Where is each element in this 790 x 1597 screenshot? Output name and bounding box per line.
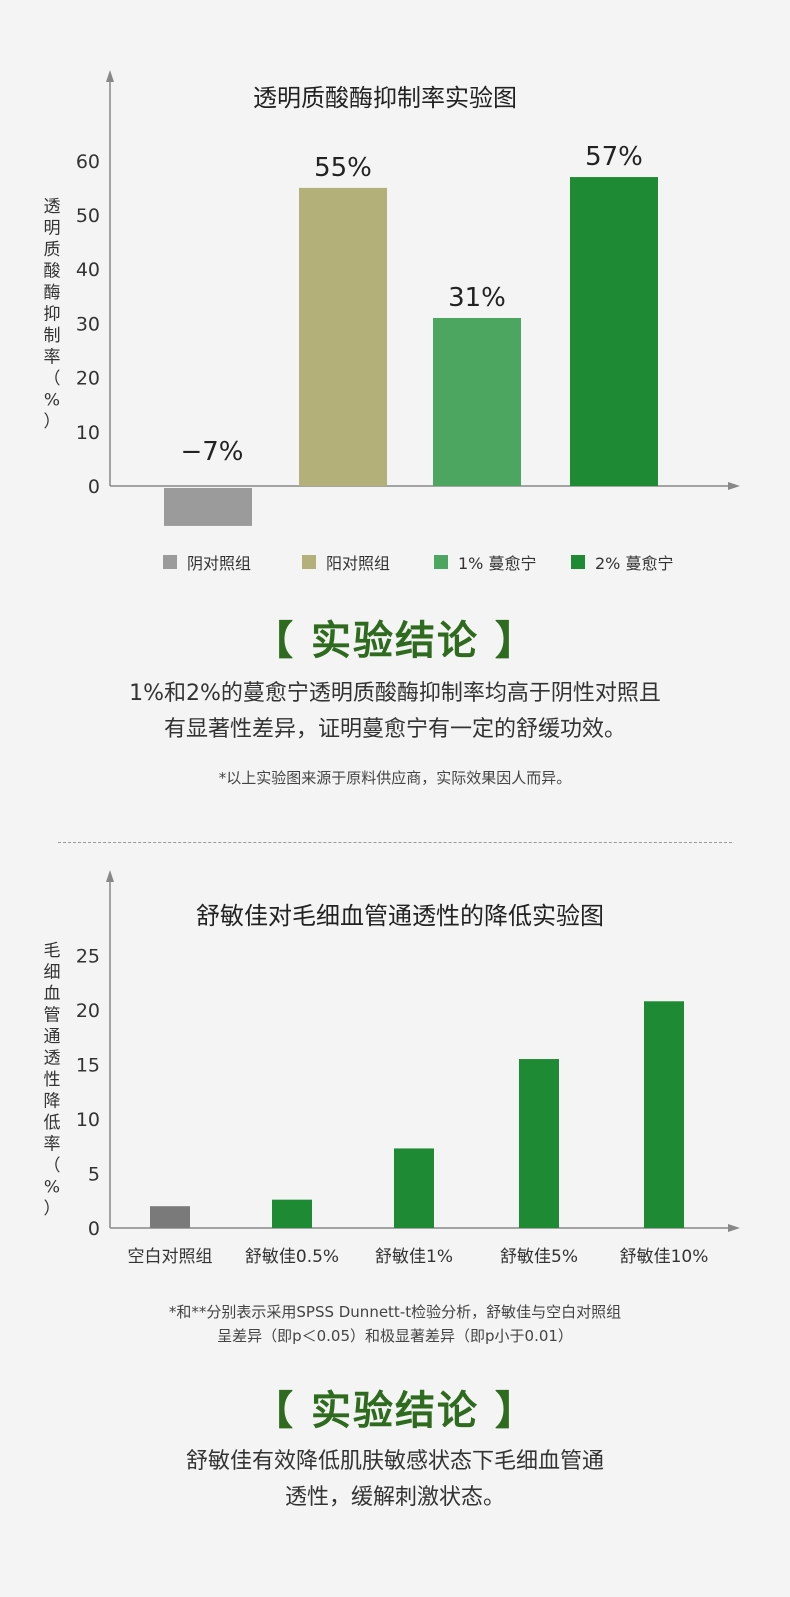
conclusion-line: 舒敏佳有效降低肌肤敏感状态下毛细血管通 [185,1449,604,1474]
y-label-char: 血 [44,984,61,1004]
legend-swatch [571,555,585,569]
legend-item-high-dose: 2% 蔓愈宁 [571,550,673,574]
y-tick-label: 40 [76,259,100,281]
x-tick-label: 舒敏佳10% [620,1247,709,1267]
y-label-char: （ [44,1156,61,1176]
source-note: *以上实验图来源于原料供应商，实际效果因人而异。 [218,769,572,787]
y-tick-label: 25 [76,946,100,968]
x-axis-arrow [728,1224,740,1232]
x-tick-label: 舒敏佳1% [375,1247,453,1267]
bar [570,177,658,486]
legend-label: 阳对照组 [326,554,391,573]
conclusion-line: 透性，缓解刺激状态。 [284,1485,505,1510]
stats-note: *和**分别表示采用SPSS Dunnett-t检验分析，舒敏佳与空白对照组 [168,1303,622,1321]
legend-label: 1% 蔓愈宁 [458,554,537,573]
y-label-char: 性 [44,1070,61,1090]
bar [433,317,521,486]
bar [150,1206,190,1228]
y-tick-label: 5 [88,1164,100,1186]
y-tick-label: 10 [76,422,100,444]
hyaluronidase-inhibition-chart: 透明质酸酶抑制率实验图 0 10 20 30 40 50 60 透明质酸酶抑制率（%） −7… [44,70,740,526]
conclusion-title: 【 实验结论 】 [253,618,537,664]
legend-item-negative-control: 阴对照组 [163,550,251,574]
y-label-char: ） [44,1199,61,1219]
legend-swatch [434,555,448,569]
y-label-char: 制 [44,326,61,346]
bar [644,1001,684,1228]
y-label-char: 酸 [44,262,61,282]
y-tick-label: 20 [76,368,100,390]
y-label-char: 降 [44,1092,61,1112]
y-tick-label: 0 [88,476,100,498]
legend-item-low-dose: 1% 蔓愈宁 [434,550,536,574]
chart-legend: 阴对照组 阳对照组 1% 蔓愈宁 2% 蔓愈宁 [0,550,790,574]
y-label-char: % [44,1178,60,1198]
bar [272,1199,312,1228]
y-label-char: 率 [44,1135,61,1155]
y-label-char: 低 [44,1113,61,1133]
chart-title: 透明质酸酶抑制率实验图 [253,84,517,112]
y-label-char: 透 [44,1049,61,1069]
conclusion-line: 1%和2%的蔓愈宁透明质酸酶抑制率均高于阴性对照且 [129,681,661,706]
legend-swatch [302,555,316,569]
data-label: 31% [448,283,506,313]
capillary-permeability-chart: 舒敏佳对毛细血管通透性的降低实验图 0 5 10 15 20 25 毛细血管通透性降低率（… [44,870,740,1267]
y-label-char: % [44,391,60,411]
y-tick-label: 50 [76,205,100,227]
bar [164,488,252,526]
y-label-char: 通 [44,1027,61,1047]
legend-item-positive-control: 阳对照组 [302,550,390,574]
section-divider [58,842,732,843]
data-label: 57% [585,142,643,172]
data-label: 55% [314,153,372,183]
y-tick-label: 0 [88,1218,100,1240]
legend-label: 2% 蔓愈宁 [595,554,674,573]
y-label-char: 质 [44,240,61,260]
legend-swatch [163,555,177,569]
conclusion-title: 【 实验结论 】 [253,1388,537,1434]
y-tick-label: 30 [76,313,100,335]
y-axis-label: 透明质酸酶抑制率（%） [44,197,61,432]
bar [394,1148,434,1228]
stats-note: 呈差异（即p＜0.05）和极显著差异（即p小于0.01） [217,1327,573,1345]
y-label-char: ） [44,412,61,432]
y-label-char: 管 [44,1006,61,1026]
y-label-char: 明 [44,219,61,239]
y-label-char: 率 [44,348,61,368]
x-tick-label: 空白对照组 [128,1247,213,1267]
x-tick-label: 舒敏佳5% [500,1247,578,1267]
y-label-char: 毛 [44,941,61,961]
x-axis-arrow [728,482,740,490]
chart-title: 舒敏佳对毛细血管通透性的降低实验图 [196,902,604,930]
y-axis-arrow [106,70,114,82]
bar [519,1059,559,1228]
y-label-char: 抑 [44,305,61,325]
y-tick-label: 15 [76,1055,100,1077]
bar [299,187,387,486]
y-axis-arrow [106,870,114,882]
conclusion-line: 有显著性差异，证明蔓愈宁有一定的舒缓功效。 [163,717,626,742]
data-label: −7% [180,437,243,467]
legend-label: 阴对照组 [187,554,252,573]
y-label-char: 透 [44,197,61,217]
y-tick-label: 10 [76,1109,100,1131]
x-tick-label: 舒敏佳0.5% [245,1247,339,1267]
y-tick-label: 60 [76,151,100,173]
y-label-char: （ [44,369,61,389]
y-label-char: 酶 [44,283,61,303]
y-label-char: 细 [44,963,61,983]
y-tick-label: 20 [76,1000,100,1022]
